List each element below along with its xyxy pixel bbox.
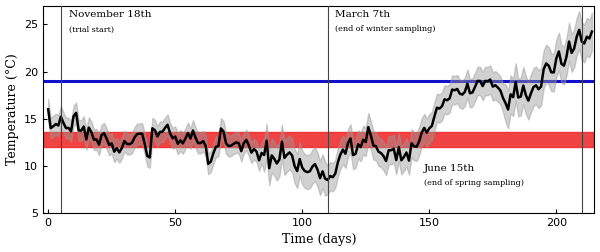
Text: (end of spring sampling): (end of spring sampling)	[424, 179, 524, 187]
Text: (trial start): (trial start)	[68, 25, 113, 33]
Bar	[43, 132, 595, 147]
Text: November 18th: November 18th	[68, 10, 151, 19]
Text: March 7th: March 7th	[335, 10, 391, 19]
Text: June 15th: June 15th	[424, 164, 475, 173]
Y-axis label: Temperature (°C): Temperature (°C)	[5, 53, 19, 165]
X-axis label: Time (days): Time (days)	[281, 233, 356, 246]
Text: (end of winter sampling): (end of winter sampling)	[335, 25, 436, 33]
